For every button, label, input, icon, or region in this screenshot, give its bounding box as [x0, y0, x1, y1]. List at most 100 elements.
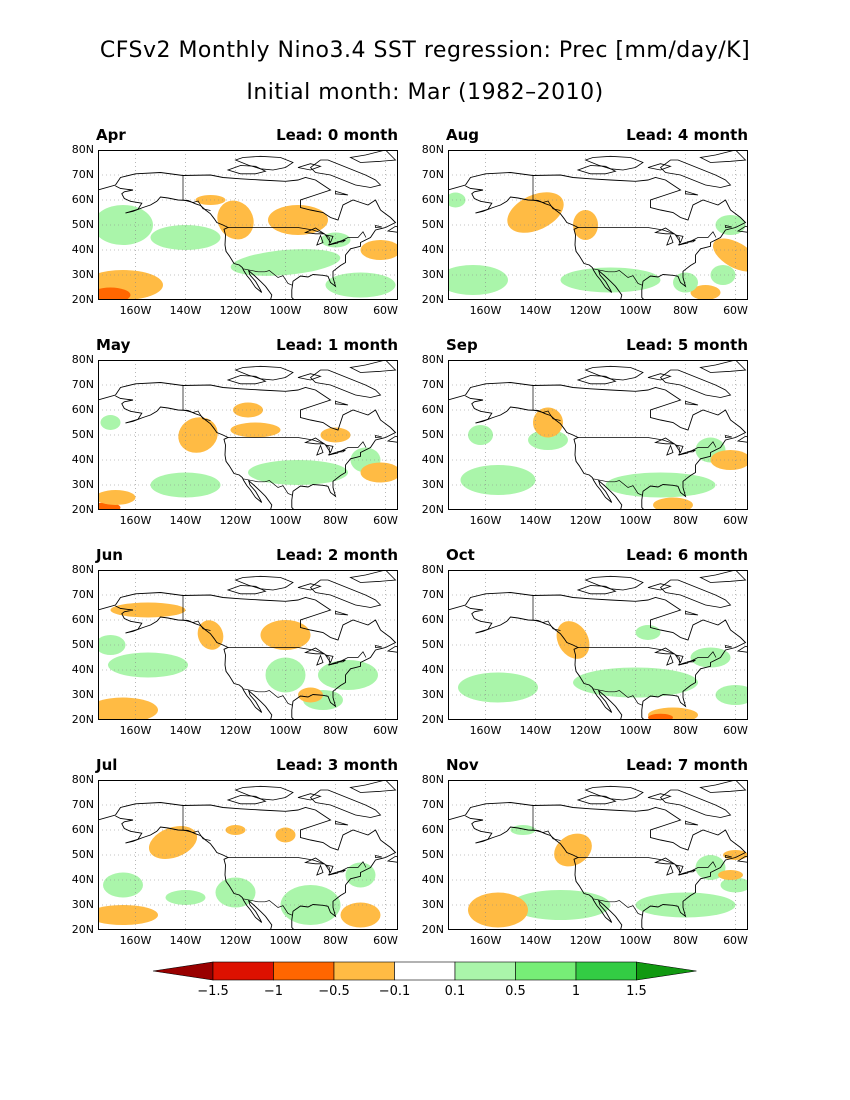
island-outline [736, 225, 748, 233]
latitude-tick-label: 30N [71, 268, 94, 281]
colorbar-tick-label: −0.1 [378, 984, 411, 999]
panel-month-label: May [96, 336, 131, 354]
country-border [228, 227, 367, 246]
wet-anomaly-region [695, 855, 726, 880]
island-outline [309, 159, 382, 188]
colorbar-tick-label: 1.5 [626, 984, 647, 999]
longitude-tick-label: 60W [723, 724, 748, 737]
latitude-tick-label: 80N [71, 563, 94, 576]
dry-anomaly-region [98, 287, 131, 300]
coastline [115, 815, 273, 930]
coastline [448, 382, 747, 510]
wet-anomaly-region [103, 872, 143, 898]
island-outline [335, 190, 349, 196]
wet-anomaly-region [100, 415, 121, 430]
island-outline [386, 435, 398, 443]
map-panel: Oct Lead: 6 month 80N 70N 60N 50N 40N 30N 20N 160… [422, 546, 808, 744]
lake-outline [674, 654, 684, 664]
figure-title: CFSv2 Monthly Nino3.4 SST regression: Pr… [99, 38, 751, 63]
wet-anomaly-region [248, 460, 348, 485]
island-outline [349, 150, 397, 163]
longitude-tick-label: 120W [219, 514, 252, 527]
coastline [98, 802, 397, 930]
latitude-tick-label: 80N [421, 353, 444, 366]
wet-anomaly-region [325, 272, 396, 298]
latitude-tick-label: 20N [421, 923, 444, 936]
lake-outline [324, 864, 334, 874]
latitude-tick-label: 30N [421, 688, 444, 701]
latitude-tick-label: 70N [421, 168, 444, 181]
country-border [578, 857, 717, 876]
longitude-tick-label: 140W [169, 724, 202, 737]
coastline [115, 395, 273, 510]
island-outline [234, 785, 294, 801]
dry-anomaly-region [110, 602, 186, 618]
island-outline [226, 585, 267, 595]
longitude-tick-label: 160W [119, 724, 152, 737]
latitude-tick-label: 60N [421, 403, 444, 416]
map-area [448, 780, 748, 930]
latitude-tick-label: 40N [421, 663, 444, 676]
lake-outline [666, 234, 674, 246]
longitude-tick-label: 100W [619, 304, 652, 317]
island-outline [584, 365, 644, 381]
map-svg [448, 150, 748, 300]
latitude-tick-label: 70N [71, 378, 94, 391]
latitude-tick-label: 80N [421, 773, 444, 786]
longitude-tick-label: 100W [619, 934, 652, 947]
island-outline [659, 159, 732, 188]
coastline [98, 382, 397, 510]
latitude-tick-label: 40N [421, 453, 444, 466]
longitude-tick-label: 140W [169, 514, 202, 527]
island-outline [349, 570, 397, 583]
wet-anomaly-region [448, 265, 508, 295]
island-outline [576, 795, 617, 805]
coastline [98, 592, 397, 720]
island-outline [725, 224, 732, 228]
country-border [592, 478, 643, 496]
island-outline [685, 190, 699, 196]
island-outline [349, 360, 397, 373]
island-outline [234, 365, 294, 381]
country-border [242, 898, 293, 916]
wet-anomaly-region [318, 660, 378, 690]
latitude-tick-label: 70N [421, 798, 444, 811]
longitude-tick-label: 120W [569, 724, 602, 737]
map-svg [98, 150, 398, 300]
lake-outline [666, 444, 674, 456]
island-outline [576, 375, 617, 385]
island-outline [297, 793, 322, 801]
colorbar-segment [636, 961, 697, 981]
dry-anomaly-region [710, 450, 748, 470]
country-border [228, 647, 367, 666]
island-outline [375, 434, 382, 438]
island-outline [335, 400, 349, 406]
latitude-tick-label: 50N [421, 848, 444, 861]
longitude-tick-label: 120W [569, 304, 602, 317]
longitude-tick-label: 60W [723, 304, 748, 317]
island-outline [375, 644, 382, 648]
latitude-tick-label: 20N [71, 713, 94, 726]
island-outline [226, 165, 267, 175]
island-outline [576, 585, 617, 595]
map-svg [448, 360, 748, 510]
longitude-tick-label: 100W [619, 514, 652, 527]
latitude-tick-label: 40N [71, 453, 94, 466]
dry-anomaly-region [507, 192, 564, 233]
latitude-tick-label: 30N [421, 268, 444, 281]
map-panel: Aug Lead: 4 month 80N 70N 60N 50N 40N 30N 20N 160… [422, 126, 808, 324]
map-area [448, 360, 748, 510]
latitude-tick-label: 80N [71, 143, 94, 156]
latitude-tick-label: 60N [71, 613, 94, 626]
latitude-tick-label: 70N [71, 798, 94, 811]
longitude-tick-label: 120W [219, 724, 252, 737]
latitude-tick-label: 70N [421, 378, 444, 391]
latitude-tick-label: 80N [421, 143, 444, 156]
colorbar-segment [575, 961, 637, 981]
latitude-tick-label: 50N [71, 428, 94, 441]
country-border [242, 478, 293, 496]
country-border [532, 805, 561, 841]
map-svg [98, 360, 398, 510]
colorbar-tick-label: 1 [571, 984, 581, 999]
country-border [592, 688, 643, 706]
